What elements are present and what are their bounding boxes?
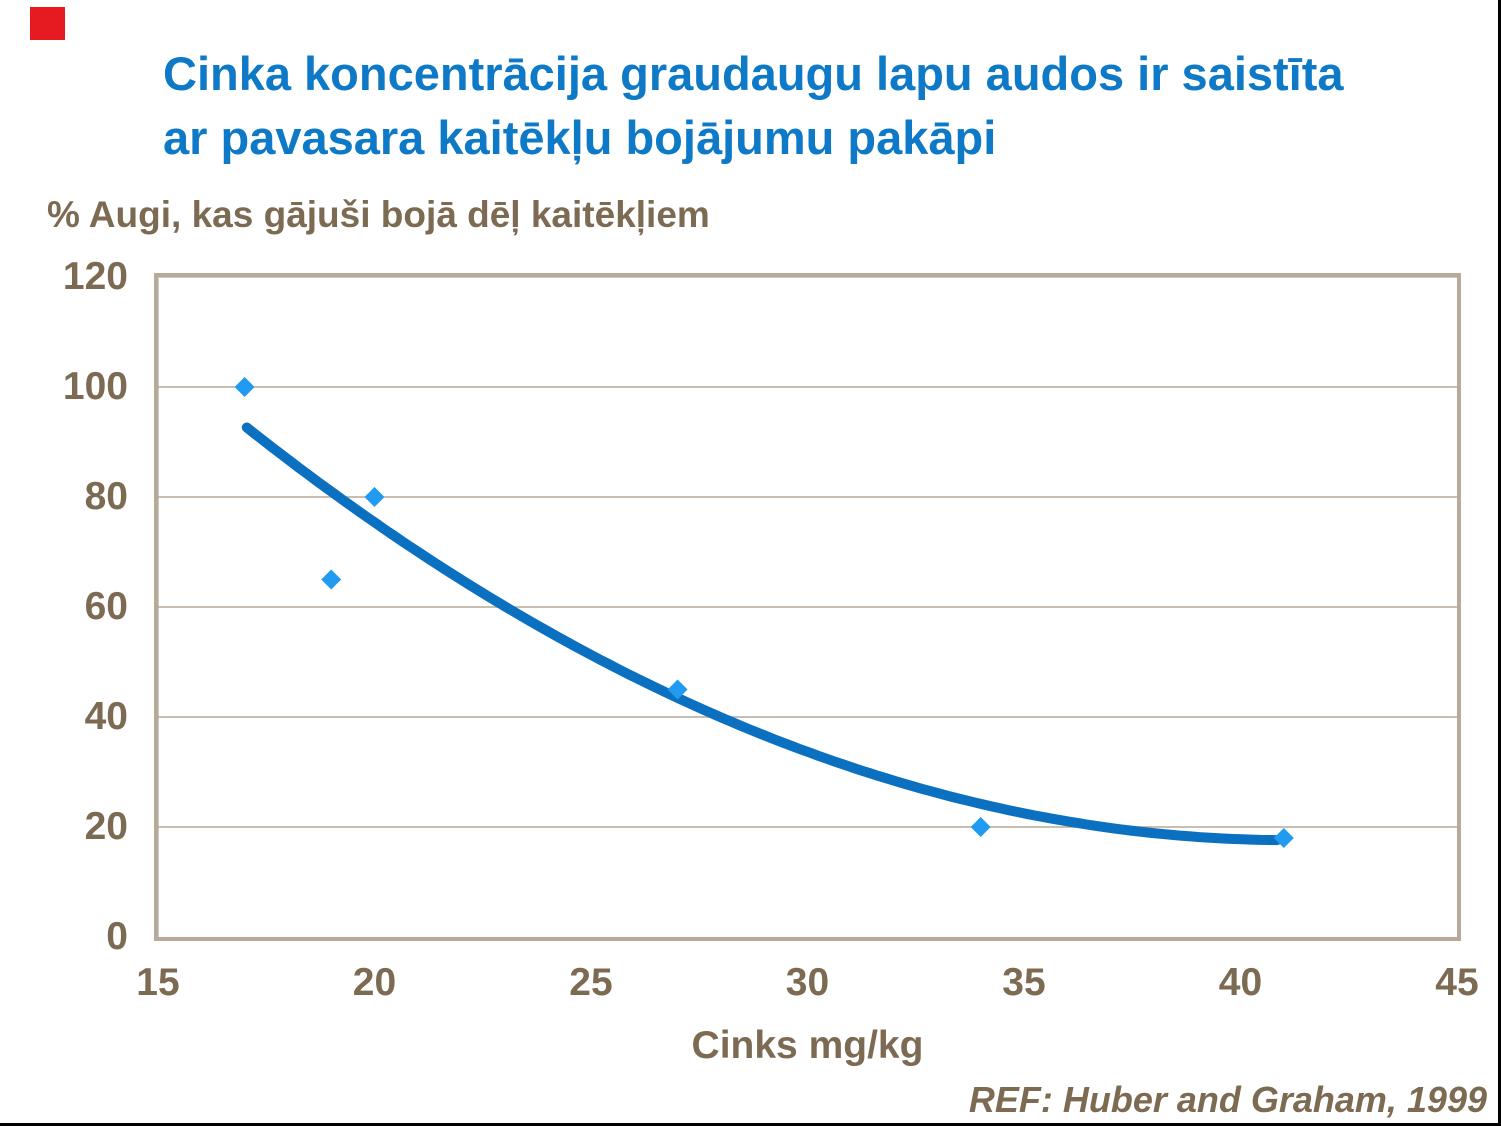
y-tick-label-40: 40 [84,695,128,738]
x-tick-label-15: 15 [136,961,180,1004]
red-corner-square [30,7,65,40]
plot-svg [158,377,1457,848]
y-tick-label-0: 0 [106,915,128,958]
x-tick-label-45: 45 [1435,961,1479,1004]
x-tick-label-30: 30 [785,961,830,1004]
data-point-17-100 [234,377,255,397]
data-point-27-45 [667,679,688,700]
data-point-20-80 [364,487,385,507]
x-tick-label-25: 25 [569,961,613,1004]
y-tick-label-120: 120 [62,255,128,298]
x-axis-title: Cinks mg/kg [691,1024,924,1067]
slide-border-right [1498,0,1501,1126]
y-tick-label-60: 60 [84,585,128,628]
data-point-41-18 [1273,828,1294,848]
y-tick-label-100: 100 [62,365,128,408]
x-tick-label-35: 35 [1002,961,1046,1004]
chart-title-line1: Cinka koncentrācija graudaugu lapu audos… [163,47,1344,100]
trendline [241,422,1283,846]
chart-title-line2: ar pavasara kaitēkļu bojājumu pakāpi [163,111,997,164]
x-tick-label-40: 40 [1218,961,1263,1004]
data-point-34-20 [970,817,991,837]
slide-border-bottom [0,1123,1501,1126]
y-tick-label-80: 80 [84,475,128,518]
reference-text: REF: Huber and Graham, 1999 [968,1079,1487,1120]
data-point-19-65 [321,569,342,590]
chart-title: Cinka koncentrācija graudaugu lapu audos… [163,42,1473,170]
y-tick-label-20: 20 [84,805,128,848]
y-axis-title: % Augi, kas gājuši bojā dēļ kaitēkļiem [47,194,710,235]
x-tick-label-20: 20 [352,961,397,1004]
plot-area [154,273,1461,941]
